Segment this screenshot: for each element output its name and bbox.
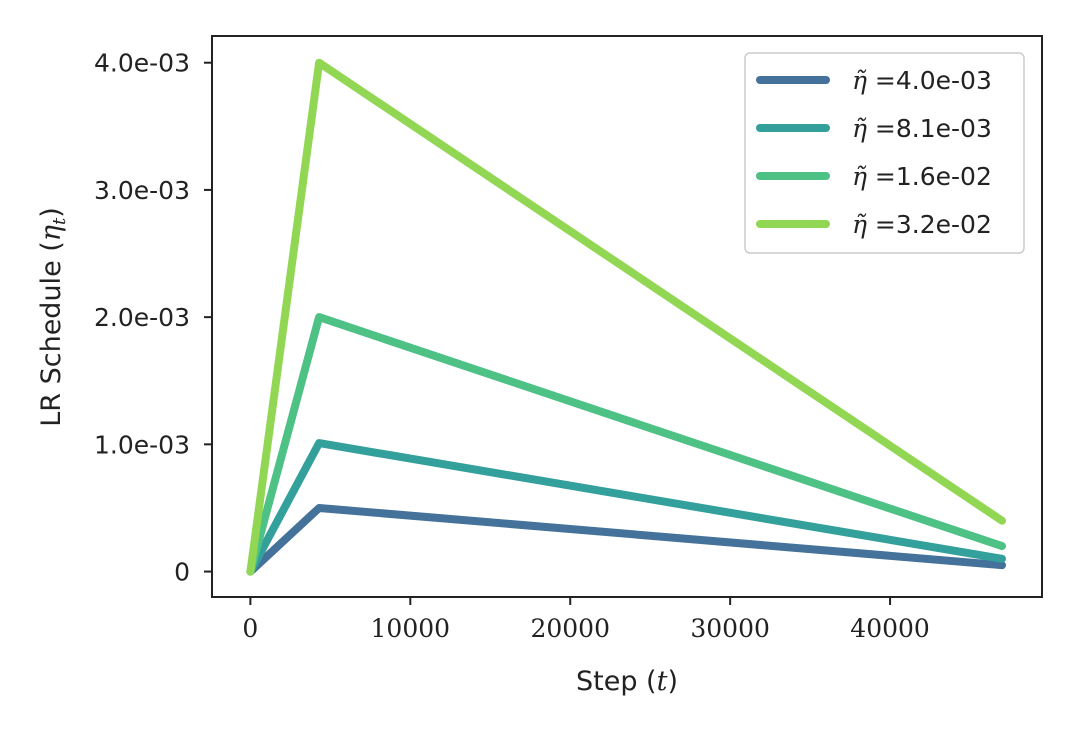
x-tick-label: 30000 (690, 614, 770, 643)
x-axis-label: Step (t) (576, 666, 678, 697)
series-line-4 (246, 58, 1006, 576)
x-tick-label: 20000 (530, 614, 610, 643)
y-tick-label: 0 (174, 558, 190, 587)
series-line-3 (246, 313, 1006, 576)
legend-label-2: η̃ =8.1e-03 (852, 114, 992, 143)
y-tick-label: 3.0e-03 (94, 176, 190, 205)
series-line-2 (246, 439, 1006, 576)
x-axis: 0 10000 20000 30000 40000 (242, 597, 930, 643)
legend-label-1: η̃ =4.0e-03 (852, 66, 992, 95)
series-layer (246, 58, 1006, 576)
y-tick-label: 4.0e-03 (94, 49, 190, 78)
legend-box (744, 52, 1025, 254)
x-tick-label: 0 (242, 614, 258, 643)
y-axis-label: LR Schedule (ηt) (36, 207, 70, 427)
legend: η̃ =4.0e-03 η̃ =8.1e-03 η̃ =1.6e-02 η̃ =3.2… (744, 52, 1025, 254)
y-tick-label: 1.0e-03 (94, 430, 190, 459)
y-tick-label: 2.0e-03 (94, 303, 190, 332)
y-axis: 0 1.0e-03 2.0e-03 3.0e-03 4.0e-03 (94, 49, 212, 587)
series-line-1 (246, 504, 1006, 576)
x-tick-label: 10000 (371, 614, 451, 643)
x-tick-label: 40000 (850, 614, 930, 643)
legend-label-4: η̃ =3.2e-02 (852, 210, 992, 239)
legend-label-3: η̃ =1.6e-02 (852, 162, 992, 191)
